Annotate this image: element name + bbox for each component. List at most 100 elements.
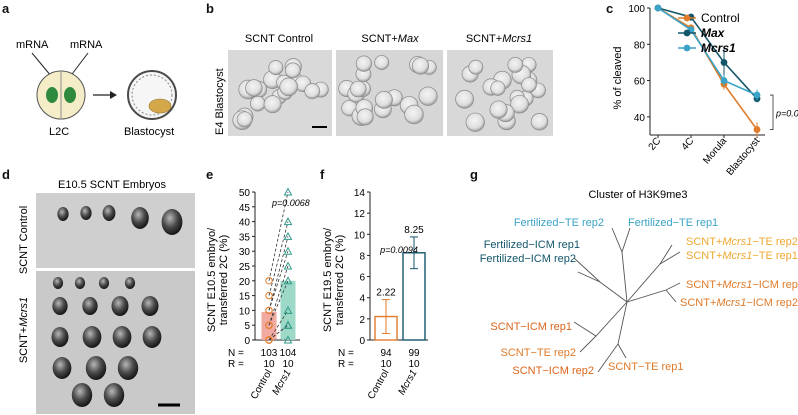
cluster-title: Cluster of H3K9me3	[588, 189, 687, 201]
embryo	[131, 207, 149, 229]
y-tick-label: 40	[634, 113, 646, 124]
embryo	[142, 326, 162, 348]
y-tick-label: 30	[239, 247, 251, 258]
x-tick-label: Control	[249, 368, 275, 401]
blastocyst-cell	[236, 111, 253, 128]
data-point	[720, 77, 728, 84]
cluster-label-part: SCNT+	[686, 250, 722, 262]
blastocyst-cell	[510, 94, 529, 114]
y-tick-label: 20	[239, 277, 251, 288]
legend-marker	[683, 14, 691, 22]
tree-branch	[573, 257, 628, 303]
p-value-annotation: p=0.0068	[271, 198, 310, 208]
cluster-label-part: SCNT−TE rep2	[501, 347, 577, 359]
p-value-annotation: p=0.01128	[775, 108, 798, 118]
r-value: 10	[380, 359, 392, 370]
cluster-label-part: Mcrs1	[722, 279, 752, 291]
embryo	[82, 297, 98, 315]
cluster-label-part: Mcrs1	[716, 297, 746, 309]
r-value: 10	[282, 359, 294, 370]
legend-label: Control	[701, 11, 740, 25]
schematic-panel-a: mRNA mRNA L2C Blastocyst	[16, 39, 177, 138]
stage-label-blastocyst: Blastocyst	[124, 126, 174, 138]
point-mcrs1	[283, 305, 293, 314]
blastocyst-cell	[489, 100, 508, 119]
data-point	[753, 126, 761, 133]
panel-d: E10.5 SCNT Embryos SCNT Control SCNT+Mcr…	[18, 179, 195, 414]
image-title-control: SCNT Control	[245, 33, 313, 45]
cluster-label-part: SCNT+	[680, 297, 716, 309]
y-tick-label: 15	[239, 292, 251, 303]
cluster-label-part: SCNT−ICM rep2	[512, 365, 594, 377]
blastocyst-cell	[521, 77, 537, 93]
blastocyst-cell	[250, 95, 266, 112]
panel-letter-b: b	[206, 1, 214, 16]
embryo	[85, 356, 107, 380]
chart-c-ylabel: % of cleaved	[612, 47, 624, 110]
cluster-label-part: Fertilized−ICM rep2	[480, 253, 576, 265]
y-tick-label: 0	[244, 336, 250, 347]
point-mcrs1	[283, 320, 293, 329]
point-control	[265, 321, 273, 329]
tree-branch	[617, 343, 627, 359]
blastocyst-cell	[418, 86, 438, 106]
cluster-label: Fertilized−TE rep1	[628, 217, 718, 229]
point-control	[265, 277, 273, 285]
embryo	[74, 277, 86, 289]
panel-b: E4 Blastocyst SCNT Control SCNT+Max SCNT…	[214, 33, 553, 136]
panel-letter-a: a	[2, 1, 10, 16]
y-tick-label: 12	[354, 209, 366, 220]
cluster-label: SCNT+Mcrs1−ICM rep1	[686, 279, 798, 291]
y-tick-label: 10	[239, 306, 251, 317]
tree-branch	[665, 289, 677, 303]
y-tick-label: 40	[239, 218, 251, 229]
mrna-label-right: mRNA	[70, 39, 103, 51]
blastocyst-cell	[284, 62, 301, 79]
embryo	[98, 277, 110, 289]
cluster-label: Fertilized−ICM rep1	[484, 239, 580, 251]
panel-letter-f: f	[320, 167, 325, 182]
cluster-label: SCNT−TE rep1	[608, 361, 684, 373]
inner-cell-mass	[148, 98, 172, 114]
embryo	[82, 326, 102, 348]
n-label: N =	[228, 348, 244, 359]
x-tick-label: 2C	[647, 136, 664, 153]
blastocyst-cell	[245, 79, 263, 97]
line-chart-cleavage: % of cleaved 40 60 80 100 2C 4C MorulaBlastocy…	[612, 4, 798, 178]
cluster-label: Fertilized−TE rep2	[514, 217, 604, 229]
cluster-label: SCNT+Mcrs1−TE rep1	[686, 250, 798, 262]
point-mcrs1	[283, 276, 293, 285]
y-tick-label: 14	[354, 188, 366, 199]
embryo	[161, 209, 183, 235]
chart-f-ylabel: SCNT E19.5 embryo/transferred 2C (%)	[322, 227, 346, 332]
y-tick-label: 50	[239, 188, 251, 199]
panel-letter-e: e	[206, 167, 213, 182]
legend-label: Mcrs1	[701, 41, 736, 55]
blastocyst-cell	[279, 77, 298, 97]
cluster-label: SCNT+Mcrs1−TE rep2	[686, 236, 798, 248]
cluster-label-part: −TE rep2	[752, 236, 798, 248]
point-mcrs1	[283, 217, 293, 226]
panel-letter-c: c	[606, 1, 613, 16]
x-tick-label: Morula	[701, 136, 729, 167]
pair-line	[268, 191, 289, 281]
blastocyst-cell	[356, 108, 374, 126]
point-mcrs1	[283, 246, 293, 255]
cluster-label: SCNT−ICM rep1	[490, 321, 572, 333]
x-tick-label: Control	[366, 368, 392, 401]
embryo	[51, 327, 69, 347]
row-label-e4-blastocyst: E4 Blastocyst	[214, 68, 226, 135]
blastocyst-cell	[530, 112, 549, 131]
cluster-label: SCNT−TE rep2	[501, 347, 577, 359]
embryo	[52, 297, 68, 315]
blastocyst-cell	[355, 55, 372, 72]
point-control	[265, 291, 273, 300]
blastocyst-drawing	[127, 70, 177, 120]
x-tick-label: Blastocyst	[725, 136, 763, 178]
embryo	[80, 206, 92, 220]
embryo-panel-title: E10.5 SCNT Embryos	[58, 179, 167, 191]
tree-branch	[611, 227, 628, 303]
x-tick-label: Mcrs1	[396, 368, 419, 397]
y-tick-label: 60	[634, 77, 646, 88]
